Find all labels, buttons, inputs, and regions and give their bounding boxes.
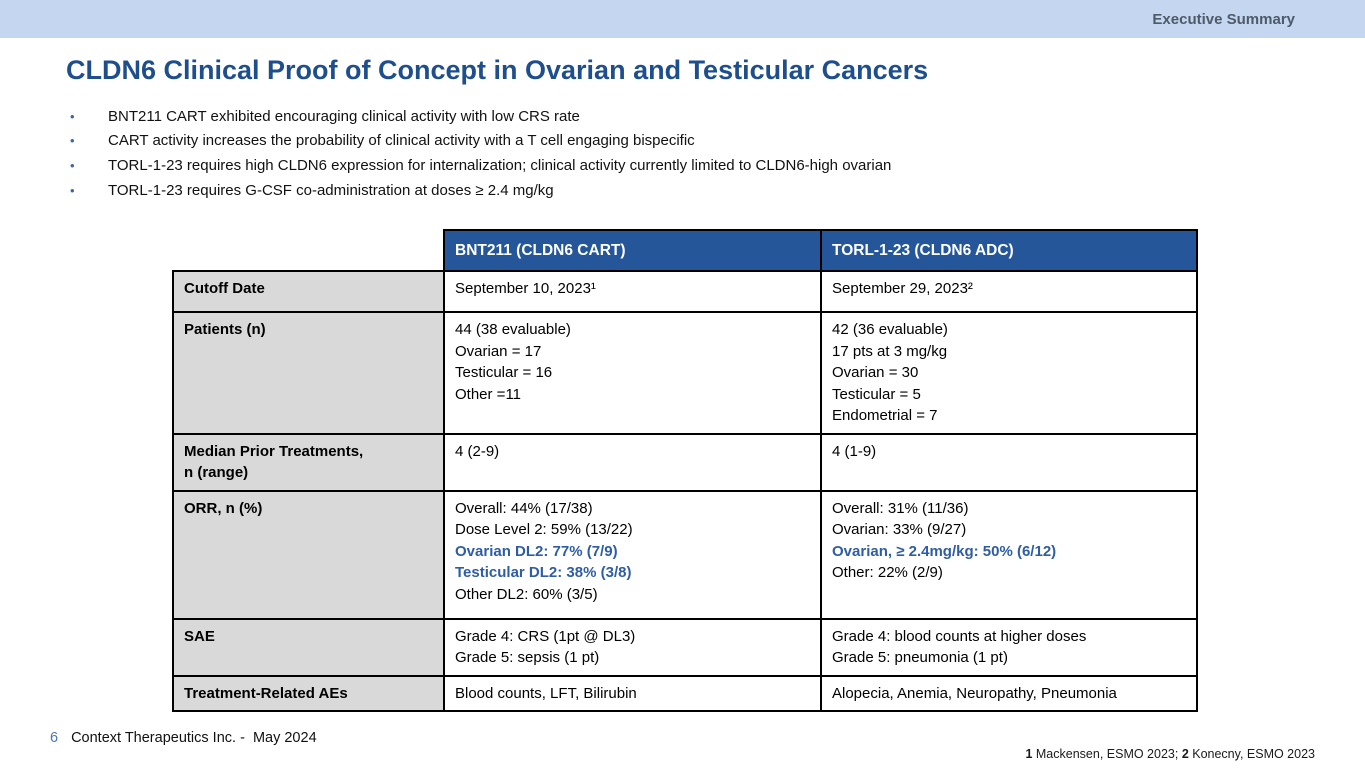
row-label: SAE [172, 617, 445, 677]
cell-bnt211: 4 (2-9) [443, 432, 822, 492]
cell-torl: Grade 4: blood counts at higher doses Gr… [820, 617, 1198, 677]
cell-line: Ovarian = 30 [832, 364, 919, 381]
cell-torl: Overall: 31% (11/36) Ovarian: 33% (9/27)… [820, 489, 1198, 620]
cell-torl: 42 (36 evaluable) 17 pts at 3 mg/kg Ovar… [820, 311, 1198, 435]
reference-text: Konecny, ESMO 2023 [1188, 747, 1315, 761]
cell-line: 17 pts at 3 mg/kg [832, 342, 948, 360]
bullet-list: BNT211 CART exhibited encouraging clinic… [70, 104, 891, 202]
cell-line: Ovarian = 17 [455, 342, 542, 360]
cell-line: Ovarian: 33% (9/27) [832, 521, 967, 538]
cell-line: Overall: 44% (17/38) [455, 499, 593, 517]
section-label: Executive Summary [1152, 10, 1295, 28]
table-header-row: BNT211 (CLDN6 CART) TORL-1-23 (CLDN6 ADC… [173, 229, 1198, 272]
list-item: CART activity increases the probability … [70, 129, 891, 154]
cell-line: 42 (36 evaluable) [832, 321, 948, 338]
cell-line: Dose Level 2: 59% (13/22) [455, 521, 633, 538]
cell-bnt211: Blood counts, LFT, Bilirubin [443, 674, 822, 712]
cell-line: September 29, 2023² [832, 280, 973, 297]
cell-torl: Alopecia, Anemia, Neuropathy, Pneumonia [820, 674, 1198, 712]
row-label: Treatment-Related AEs [172, 674, 445, 712]
table-row-cutoff-date: Cutoff Date September 10, 2023¹ Septembe… [172, 270, 1198, 313]
reference-number: 1 [1025, 747, 1033, 761]
cell-line: Other =11 [455, 385, 522, 403]
row-label: ORR, n (%) [172, 489, 445, 620]
reference-number: 2 [1181, 747, 1189, 761]
table-row-patients: Patients (n) 44 (38 evaluable) Ovarian =… [172, 311, 1198, 435]
cell-line: Grade 5: pneumonia (1 pt) [832, 649, 1008, 666]
footer-left: 6 Context Therapeutics Inc. - May 2024 [50, 730, 317, 746]
bullet-text: BNT211 CART exhibited encouraging clinic… [108, 107, 580, 125]
row-label: Median Prior Treatments, n (range) [172, 432, 445, 492]
footer-references: 1 Mackensen, ESMO 2023; 2 Konecny, ESMO … [1012, 733, 1315, 768]
list-item: TORL-1-23 requires high CLDN6 expression… [70, 153, 891, 178]
list-item: BNT211 CART exhibited encouraging clinic… [70, 104, 891, 129]
cell-line: Other DL2: 60% (3/5) [455, 585, 598, 603]
cell-torl: September 29, 2023² [820, 270, 1198, 313]
bullet-icon [70, 133, 108, 148]
cell-line: 4 (2-9) [455, 442, 500, 460]
bullet-text: TORL-1-23 requires G-CSF co-administrati… [108, 181, 554, 199]
cell-line: Grade 4: blood counts at higher doses [832, 627, 1087, 645]
cell-line: Ovarian, ≥ 2.4mg/kg: 50% (6/12) [832, 542, 1057, 560]
bullet-text: CART activity increases the probability … [108, 132, 695, 150]
column-header-torl: TORL-1-23 (CLDN6 ADC) [820, 229, 1198, 272]
company-footer: Context Therapeutics Inc. - May 2024 [71, 730, 317, 746]
cell-line: September 10, 2023¹ [455, 280, 596, 297]
row-label: Cutoff Date [172, 270, 445, 313]
cell-bnt211: Overall: 44% (17/38) Dose Level 2: 59% (… [443, 489, 822, 620]
row-label: Patients (n) [172, 311, 445, 435]
cell-line: Grade 5: sepsis (1 pt) [455, 649, 600, 666]
cell-line: Alopecia, Anemia, Neuropathy, Pneumonia [832, 684, 1117, 702]
list-item: TORL-1-23 requires G-CSF co-administrati… [70, 178, 891, 203]
cell-line: Blood counts, LFT, Bilirubin [455, 684, 637, 702]
cell-line: Testicular = 5 [832, 385, 921, 403]
table-row-treatment-related-aes: Treatment-Related AEs Blood counts, LFT,… [172, 674, 1198, 712]
cell-bnt211: September 10, 2023¹ [443, 270, 822, 313]
table-row-orr: ORR, n (%) Overall: 44% (17/38) Dose Lev… [172, 489, 1198, 620]
cell-torl: 4 (1-9) [820, 432, 1198, 492]
cell-line: Grade 4: CRS (1pt @ DL3) [455, 627, 636, 645]
cell-line: 4 (1-9) [832, 442, 877, 460]
top-bar: Executive Summary [0, 0, 1365, 38]
cell-line: 44 (38 evaluable) [455, 321, 571, 338]
bullet-text: TORL-1-23 requires high CLDN6 expression… [108, 156, 892, 174]
bullet-icon [70, 109, 108, 124]
table-row-sae: SAE Grade 4: CRS (1pt @ DL3) Grade 5: se… [172, 617, 1198, 677]
reference-text: Mackensen, ESMO 2023; [1032, 747, 1182, 761]
header-spacer-cell [173, 230, 444, 271]
cell-line: Endometrial = 7 [832, 407, 938, 424]
cell-bnt211: 44 (38 evaluable) Ovarian = 17 Testicula… [443, 311, 822, 435]
bullet-icon [70, 183, 108, 198]
comparison-table: BNT211 (CLDN6 CART) TORL-1-23 (CLDN6 ADC… [172, 229, 1198, 712]
cell-line: Overall: 31% (11/36) [832, 499, 969, 517]
cell-line: Testicular = 16 [455, 364, 553, 381]
cell-line: Ovarian DL2: 77% (7/9) [455, 542, 618, 560]
page-title: CLDN6 Clinical Proof of Concept in Ovari… [66, 55, 929, 85]
cell-line: Other: 22% (2/9) [832, 564, 943, 581]
cell-line: Testicular DL2: 38% (3/8) [455, 564, 632, 581]
table-row-median-prior-treatments: Median Prior Treatments, n (range) 4 (2-… [172, 432, 1198, 492]
cell-bnt211: Grade 4: CRS (1pt @ DL3) Grade 5: sepsis… [443, 617, 822, 677]
page-number: 6 [50, 730, 59, 746]
bullet-icon [70, 158, 108, 173]
column-header-bnt211: BNT211 (CLDN6 CART) [443, 229, 822, 272]
